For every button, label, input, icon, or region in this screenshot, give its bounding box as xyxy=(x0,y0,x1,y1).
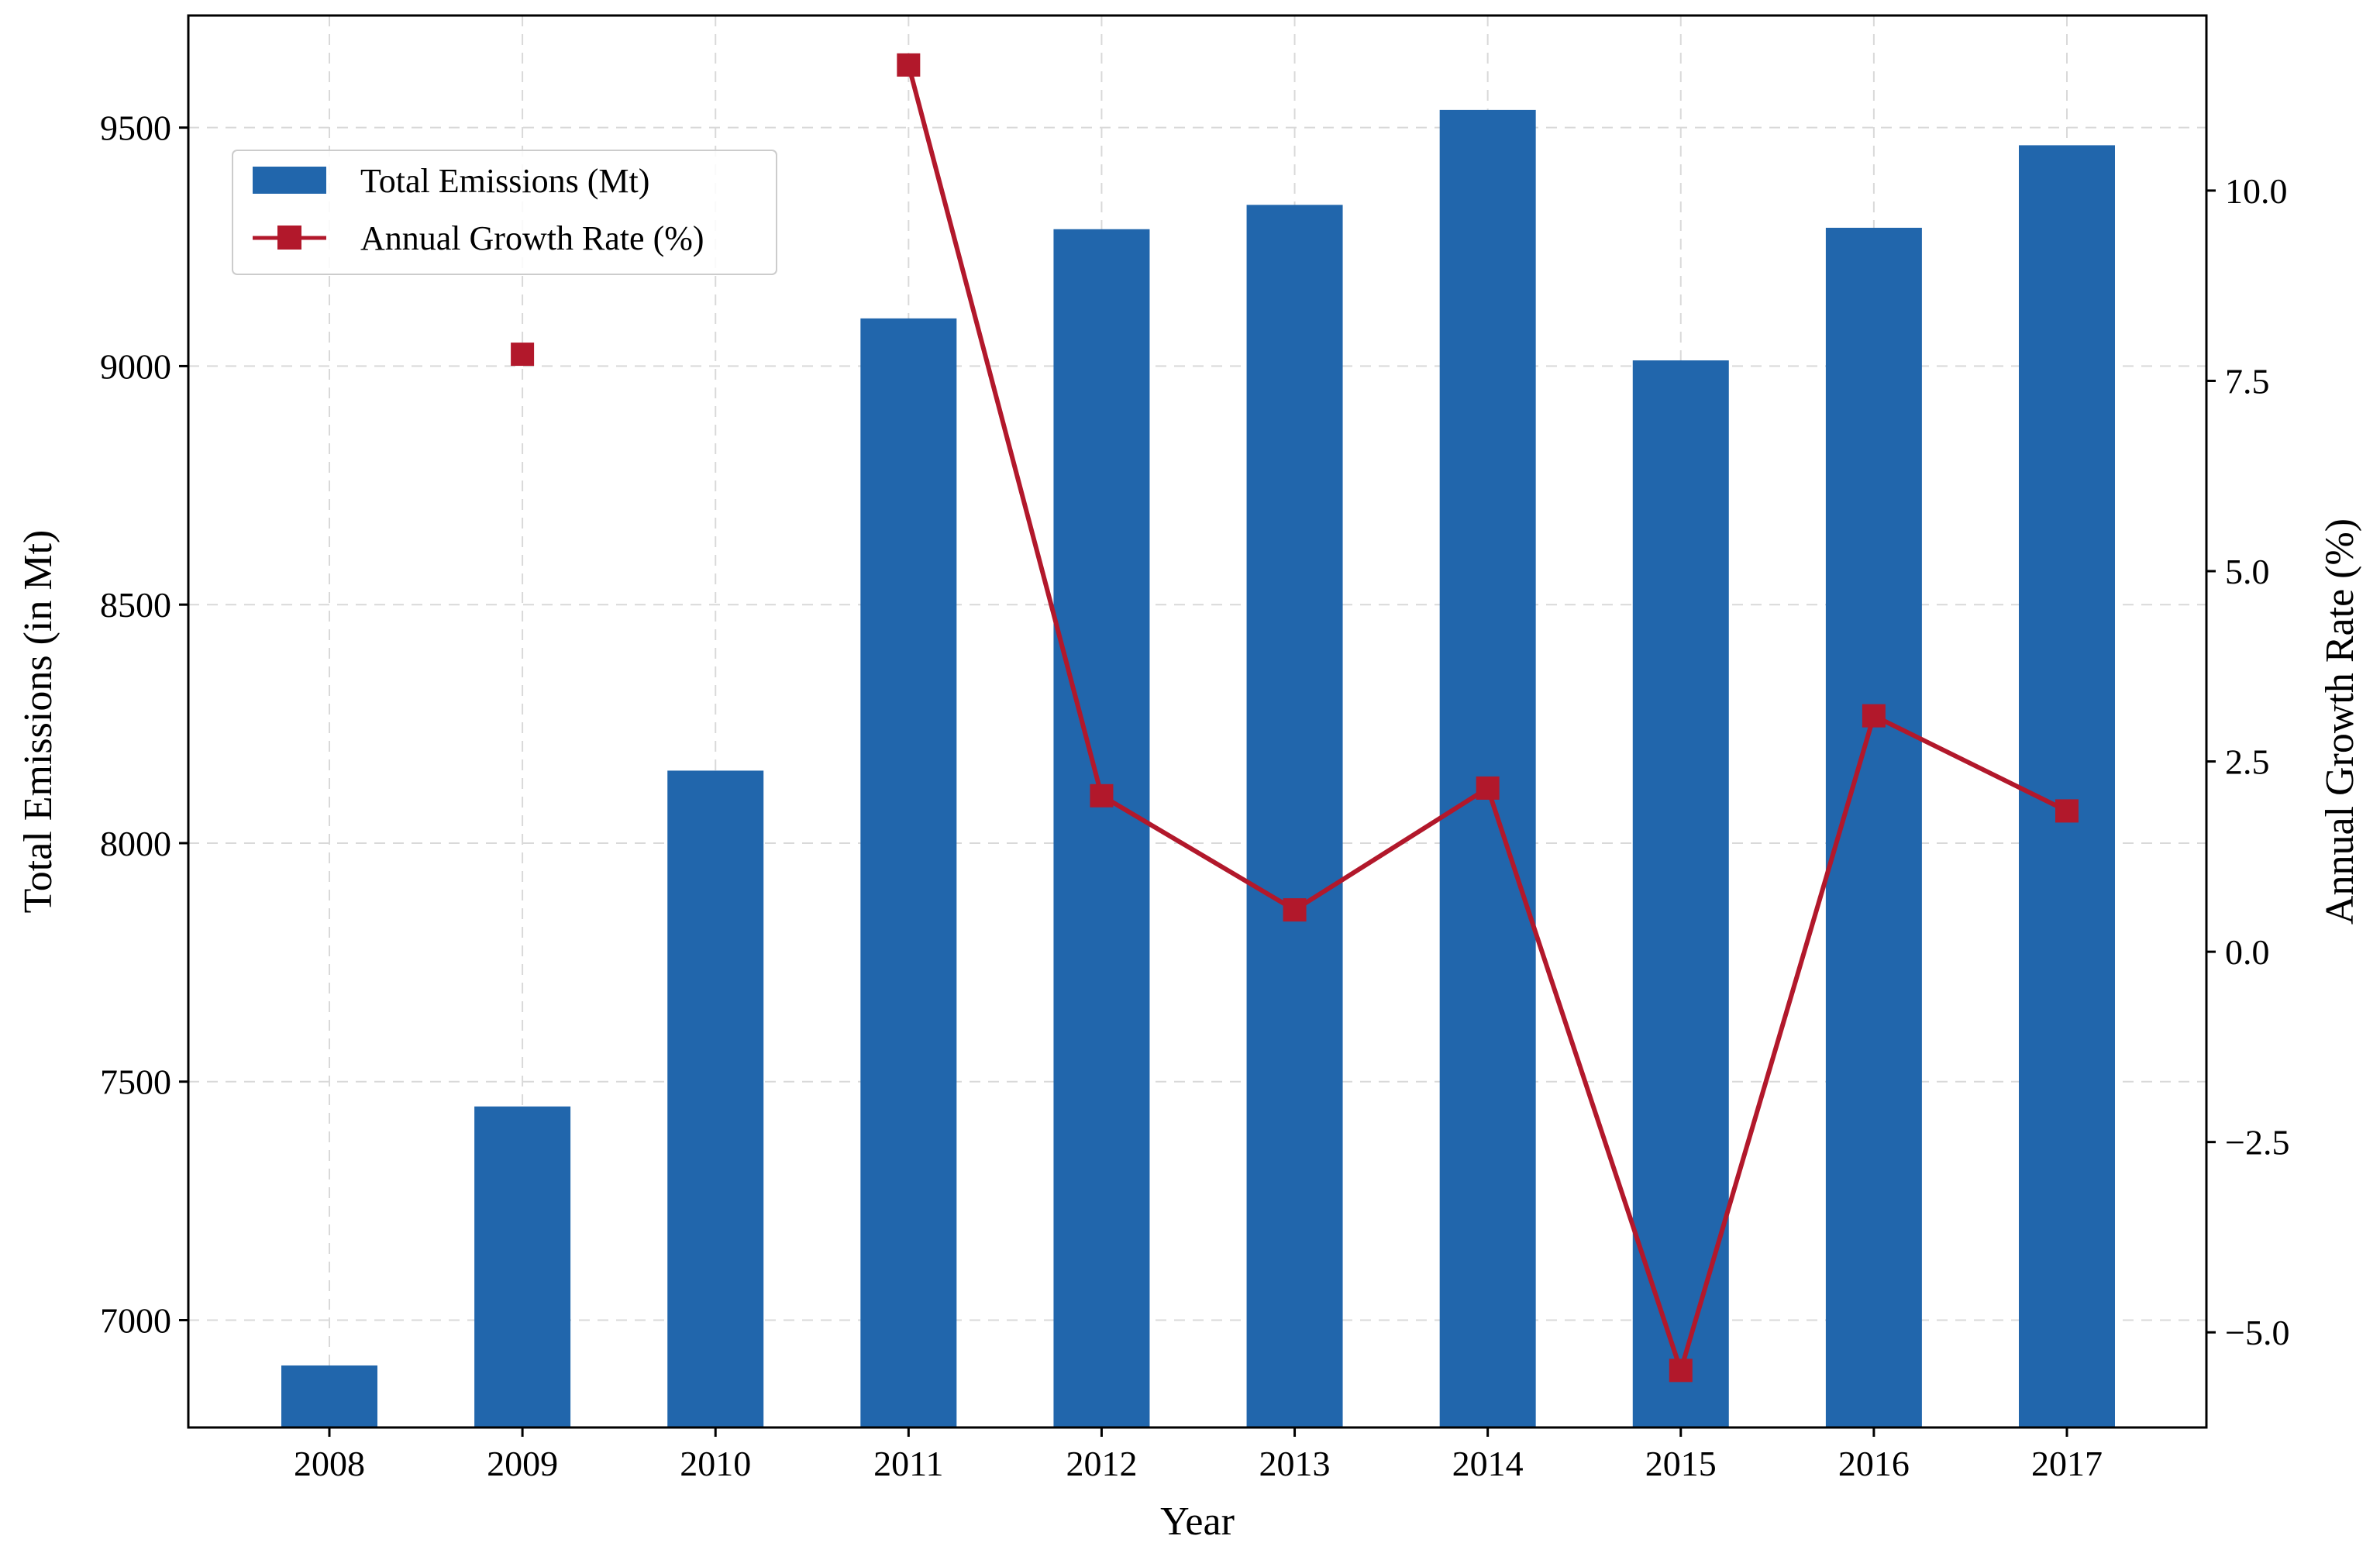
legend-label-growth-rate: Annual Growth Rate (%) xyxy=(360,219,704,257)
x-tick-label: 2015 xyxy=(1645,1444,1717,1483)
y2-tick-label: −5.0 xyxy=(2225,1313,2289,1352)
growth-rate-marker-2012 xyxy=(1090,783,1114,808)
y2-tick-label: 10.0 xyxy=(2225,171,2288,211)
legend-swatch-growth-rate-marker xyxy=(277,226,301,250)
x-tick-label: 2010 xyxy=(680,1444,751,1483)
legend-swatch-total-emissions xyxy=(253,167,326,194)
x-tick-label: 2009 xyxy=(487,1444,558,1483)
growth-rate-marker-2017 xyxy=(2055,799,2079,823)
growth-rate-marker-2016 xyxy=(1862,704,1886,728)
y-tick-label: 7000 xyxy=(100,1301,171,1341)
x-axis-label: Year xyxy=(1160,1500,1235,1544)
y-tick-label: 8500 xyxy=(100,585,171,625)
line-series xyxy=(511,53,2079,1383)
left-y-axis: 7000 7500 8000 8500 9000 9500 xyxy=(100,108,188,1341)
y-tick-label: 7500 xyxy=(100,1062,171,1102)
y2-tick-label: 0.0 xyxy=(2225,932,2270,972)
y2-tick-label: 7.5 xyxy=(2225,361,2270,401)
y-tick-label: 9000 xyxy=(100,346,171,386)
growth-rate-marker-2011 xyxy=(897,53,921,77)
y2-tick-label: 5.0 xyxy=(2225,552,2270,591)
growth-rate-marker-2013 xyxy=(1283,898,1307,922)
bar-2010 xyxy=(667,770,764,1427)
bar-2009 xyxy=(474,1106,571,1427)
bar-2013 xyxy=(1246,205,1343,1427)
y-tick-label: 8000 xyxy=(100,824,171,863)
x-tick-label: 2013 xyxy=(1259,1444,1331,1483)
plot-frame xyxy=(187,14,2208,1429)
x-axis: 2008 2009 2010 2011 2012 2013 2014 2015 2016 2017 xyxy=(294,1427,2103,1483)
growth-rate-marker-2009 xyxy=(511,343,535,367)
y-tick-label: 9500 xyxy=(100,108,171,148)
bar-2008 xyxy=(281,1365,377,1427)
x-tick-label: 2011 xyxy=(873,1444,943,1483)
x-tick-label: 2012 xyxy=(1066,1444,1137,1483)
x-tick-label: 2017 xyxy=(2031,1444,2103,1483)
growth-rate-marker-2015 xyxy=(1669,1359,1693,1383)
bar-series xyxy=(281,109,2115,1428)
legend: Total Emissions (Mt) Annual Growth Rate … xyxy=(232,150,777,275)
y2-axis-label: Annual Growth Rate (%) xyxy=(2318,518,2362,925)
legend-box xyxy=(232,150,777,275)
x-tick-label: 2016 xyxy=(1838,1444,1910,1483)
x-tick-label: 2014 xyxy=(1452,1444,1524,1483)
right-y-axis: −5.0 −2.5 0.0 2.5 5.0 7.5 10.0 xyxy=(2206,171,2289,1352)
y-axis-label: Total Emissions (in Mt) xyxy=(16,530,60,914)
bar-2015 xyxy=(1632,360,1729,1428)
bar-2011 xyxy=(860,318,957,1427)
bar-2017 xyxy=(2019,145,2115,1428)
y2-tick-label: 2.5 xyxy=(2225,742,2270,782)
y2-tick-label: −2.5 xyxy=(2225,1123,2289,1162)
x-tick-label: 2008 xyxy=(294,1444,365,1483)
bar-2014 xyxy=(1439,109,1536,1427)
growth-rate-marker-2014 xyxy=(1476,776,1500,800)
bar-2012 xyxy=(1053,229,1150,1427)
legend-label-total-emissions: Total Emissions (Mt) xyxy=(360,162,649,200)
